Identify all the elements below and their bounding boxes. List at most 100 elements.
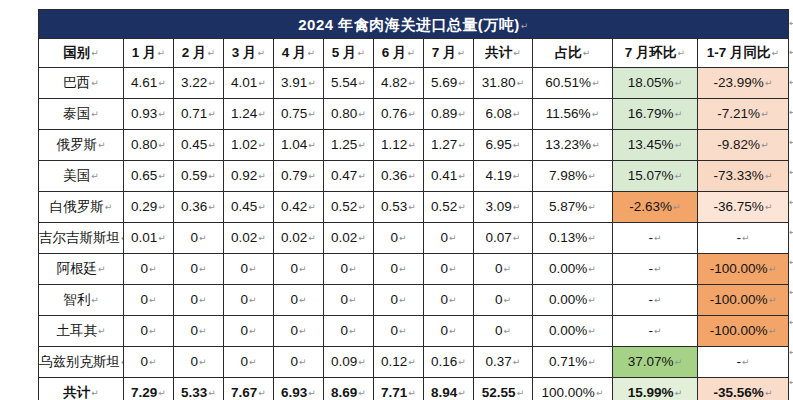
value-cell: 0.45↵: [174, 130, 224, 161]
country-cell: 智利↵: [39, 285, 124, 316]
cell-text: 0.02: [331, 230, 357, 245]
return-mark-icon: ↵: [98, 326, 106, 336]
value-cell: 0.42↵: [274, 192, 324, 223]
value-cell: 5.33↵: [174, 378, 224, 400]
return-mark-icon: ↵: [208, 202, 216, 212]
value-cell: 0↵: [424, 223, 474, 254]
return-mark-icon: ↵: [458, 48, 466, 58]
cell-text: 0: [190, 292, 198, 307]
cell-text: 0: [290, 261, 298, 276]
value-cell: -100.00%↵: [698, 316, 789, 347]
return-mark-icon: ↵: [149, 295, 157, 305]
value-cell: 0↵: [274, 254, 324, 285]
value-cell: 0↵: [174, 316, 224, 347]
value-cell: 0↵: [374, 254, 424, 285]
value-cell: -↵: [698, 223, 789, 254]
return-mark-icon: ↵: [299, 357, 307, 367]
return-mark-icon: ↵: [769, 326, 777, 336]
return-mark-icon: ↵: [258, 171, 266, 181]
value-cell: 0.71%↵: [533, 347, 613, 378]
cell-text: 7 月环比: [625, 45, 677, 60]
cell-text: 0.52: [331, 199, 357, 214]
cell-text: 0: [240, 292, 248, 307]
return-mark-icon: ↵: [789, 227, 793, 237]
return-mark-icon: ↵: [408, 78, 416, 88]
table-row: 阿根廷↵0↵0↵0↵0↵0↵0↵0↵0↵0.00%↵-↵-100.00%↵: [39, 254, 789, 285]
country-cell: 阿根廷↵: [39, 254, 124, 285]
value-cell: 0.07↵: [474, 223, 533, 254]
return-mark-icon: ↵: [449, 233, 457, 243]
return-mark-icon: ↵: [513, 48, 521, 58]
value-cell: -2.63%↵: [613, 192, 698, 223]
cell-text: 0.52: [431, 199, 457, 214]
return-mark-icon: ↵: [765, 78, 773, 88]
cell-text: 60.51%: [545, 75, 591, 90]
table-row: 乌兹别克斯坦↵0↵0↵0↵0↵0.09↵0.12↵0.16↵0.37↵0.71%…: [39, 347, 789, 378]
return-mark-icon: ↵: [208, 140, 216, 150]
cell-text: 100.00%: [542, 385, 595, 400]
cell-text: 7.98%: [549, 168, 587, 183]
cell-text: 5.69: [431, 75, 457, 90]
cell-text: -73.33%: [714, 168, 764, 183]
return-mark-icon: ↵: [98, 264, 106, 274]
return-mark-icon: ↵: [158, 109, 166, 119]
cell-text: 0: [495, 323, 503, 338]
value-cell: -36.75%↵: [698, 192, 789, 223]
value-cell: 0↵: [274, 347, 324, 378]
cell-text: 0.47: [331, 168, 357, 183]
cell-text: 吉尔吉斯斯坦: [39, 230, 120, 245]
cell-text: 8.94: [431, 385, 457, 400]
cell-text: 7.71: [381, 385, 407, 400]
value-cell: 0.59↵: [174, 161, 224, 192]
value-cell: 0.45↵: [224, 192, 274, 223]
cell-text: 0: [190, 354, 198, 369]
return-mark-icon: ↵: [358, 109, 366, 119]
table-row: 巴西↵4.61↵3.22↵4.01↵3.91↵5.54↵4.82↵5.69↵31…: [39, 68, 789, 99]
cell-text: 31.80: [482, 75, 516, 90]
return-mark-icon: ↵: [675, 140, 683, 150]
cell-text: 0.89: [431, 106, 457, 121]
return-mark-icon: ↵: [208, 388, 216, 398]
value-cell: -↵: [613, 285, 698, 316]
return-mark-icon: ↵: [358, 140, 366, 150]
return-mark-icon: ↵: [358, 202, 366, 212]
column-header-11: 1-7 月同比↵: [698, 39, 789, 68]
cell-text: 0: [390, 323, 398, 338]
cell-text: 0.29: [131, 199, 157, 214]
value-cell: 15.07%↵: [613, 161, 698, 192]
cell-text: 13.45%: [628, 137, 674, 152]
cell-text: 0.00%: [549, 261, 587, 276]
cell-text: 0: [340, 292, 348, 307]
cell-text: 0.45: [231, 199, 257, 214]
return-mark-icon: ↵: [588, 171, 596, 181]
return-mark-icon: ↵: [513, 357, 521, 367]
cell-text: 0.93: [131, 106, 157, 121]
cell-text: -23.99%: [714, 75, 764, 90]
value-cell: 0↵: [324, 316, 374, 347]
value-cell: 13.45%↵: [613, 130, 698, 161]
cell-text: 1.27: [431, 137, 457, 152]
cell-text: 2 月: [182, 45, 207, 60]
cell-text: 0.02: [231, 230, 257, 245]
cell-text: 巴西: [63, 75, 90, 90]
column-header-6: 6 月↵: [374, 39, 424, 68]
value-cell: 1.25↵: [324, 130, 374, 161]
table-row: 白俄罗斯↵0.29↵0.36↵0.45↵0.42↵0.52↵0.53↵0.52↵…: [39, 192, 789, 223]
value-cell: 0↵: [174, 254, 224, 285]
cell-text: 泰国: [63, 106, 90, 121]
cell-text: -2.63%: [629, 199, 672, 214]
value-cell: -23.99%↵: [698, 68, 789, 99]
return-mark-icon: ↵: [678, 48, 686, 58]
value-cell: 0↵: [174, 347, 224, 378]
value-cell: 3.22↵: [174, 68, 224, 99]
return-mark-icon: ↵: [199, 233, 207, 243]
value-cell: 0.09↵: [324, 347, 374, 378]
value-cell: 0.76↵: [374, 99, 424, 130]
return-mark-icon: ↵: [308, 233, 316, 243]
value-cell: 1.12↵: [374, 130, 424, 161]
return-mark-icon: ↵: [789, 197, 793, 207]
value-cell: 0.36↵: [374, 161, 424, 192]
return-mark-icon: ↵: [458, 357, 466, 367]
cell-text: 7 月: [432, 45, 457, 60]
country-cell: 土耳其↵: [39, 316, 124, 347]
